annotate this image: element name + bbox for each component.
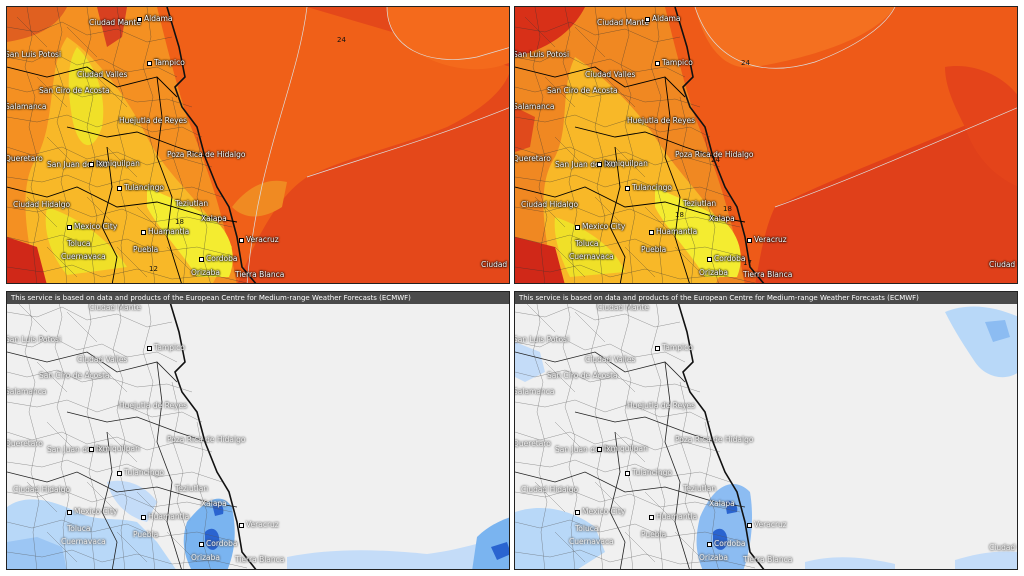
isoline-label: 12 bbox=[149, 265, 158, 273]
ecmwf-attribution-banner: This service is based on data and produc… bbox=[7, 292, 509, 304]
isoline-label: 18 bbox=[675, 211, 684, 219]
isoline-label: 24 bbox=[337, 36, 346, 44]
precipitation-map-panel-1[interactable]: This service is based on data and produc… bbox=[6, 291, 510, 570]
temperature-map-panel-1[interactable]: 24 18 12 Ciudad Mante Aldama Tampico Ciu… bbox=[6, 6, 510, 284]
isoline-label: 17 bbox=[743, 259, 752, 267]
isoline-label: 24 bbox=[741, 59, 750, 67]
temperature-field-2 bbox=[515, 7, 1017, 283]
isoline-label: 24 bbox=[711, 156, 720, 164]
temperature-field-1 bbox=[7, 7, 509, 283]
precipitation-map-panel-2[interactable]: This service is based on data and produc… bbox=[514, 291, 1018, 570]
ecmwf-attribution-banner: This service is based on data and produc… bbox=[515, 292, 1017, 304]
isoline-label: 18 bbox=[723, 205, 732, 213]
precipitation-field-1 bbox=[7, 292, 509, 569]
precipitation-field-2 bbox=[515, 292, 1017, 569]
isoline-label: 18 bbox=[175, 218, 184, 226]
temperature-map-panel-2[interactable]: 24 24 18 18 17 Ciudad Mante Aldama Tampi… bbox=[514, 6, 1018, 284]
